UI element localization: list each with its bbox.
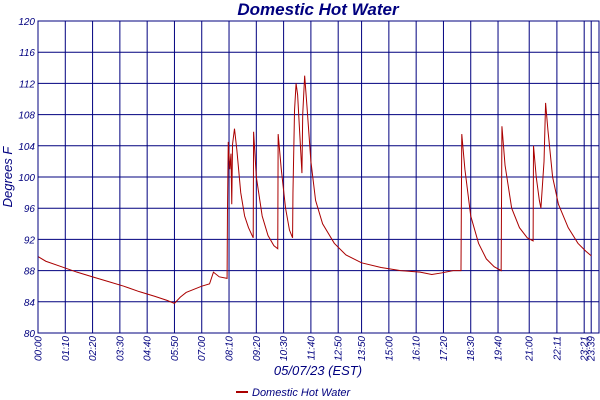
x-tick-label: 23:21: [580, 336, 591, 362]
x-tick-label: 05:50: [170, 336, 181, 361]
x-tick-label: 10:30: [279, 336, 290, 361]
x-axis-label: 05/07/23 (EST): [274, 363, 362, 378]
y-tick-label: 92: [24, 235, 36, 246]
y-tick-label: 84: [24, 298, 36, 309]
x-tick-label: 01:10: [61, 336, 72, 361]
x-tick-label: 07:00: [197, 336, 208, 361]
x-tick-label: 21:00: [525, 336, 536, 362]
plot-frame: [37, 20, 600, 334]
y-tick-label: 104: [18, 142, 35, 153]
x-tick-label: 11:40: [306, 336, 317, 361]
x-tick-label: 02:20: [88, 336, 99, 361]
x-tick-label: 12:50: [334, 336, 345, 361]
x-tick-label: 17:20: [439, 336, 450, 361]
x-tick-label: 09:20: [252, 336, 263, 361]
legend: Domestic Hot Water: [236, 387, 352, 399]
x-tick-label: 15:00: [384, 336, 395, 361]
y-tick-label: 88: [24, 267, 36, 278]
chart-title: Domestic Hot Water: [237, 0, 400, 19]
x-tick-label: 13:50: [357, 336, 368, 361]
x-tick-label: 08:10: [225, 336, 236, 361]
x-tick-label: 00:00: [34, 336, 45, 361]
x-tick-label: 04:40: [143, 336, 154, 361]
x-tick-label: 19:40: [494, 336, 505, 361]
x-tick-labels: 00:00 01:10 02:20 03:30 04:40 05:50 07:00 08:10…: [34, 336, 598, 362]
y-tick-label: 80: [24, 329, 36, 340]
y-tick-labels: 80 84 88 92 96 100 104 108 112 116 120: [18, 17, 35, 340]
y-tick-label: 112: [19, 79, 35, 90]
x-tick-label: 22:11: [552, 336, 563, 361]
legend-entry-domestic-hot-water: Domestic Hot Water: [252, 387, 352, 399]
x-tick-label: 18:30: [466, 336, 477, 361]
y-tick-label: 100: [18, 173, 35, 184]
x-tick-label: 16:10: [412, 336, 423, 361]
x-tick-label: 03:30: [115, 336, 126, 361]
x-tick-label: 23:39: [587, 336, 598, 362]
series-line-domestic-hot-water: [37, 75, 592, 304]
y-axis-label: Degrees F: [0, 146, 15, 208]
y-tick-label: 96: [24, 204, 36, 215]
y-tick-label: 120: [18, 17, 35, 28]
y-tick-label: 108: [18, 111, 35, 122]
y-tick-label: 116: [19, 48, 35, 59]
